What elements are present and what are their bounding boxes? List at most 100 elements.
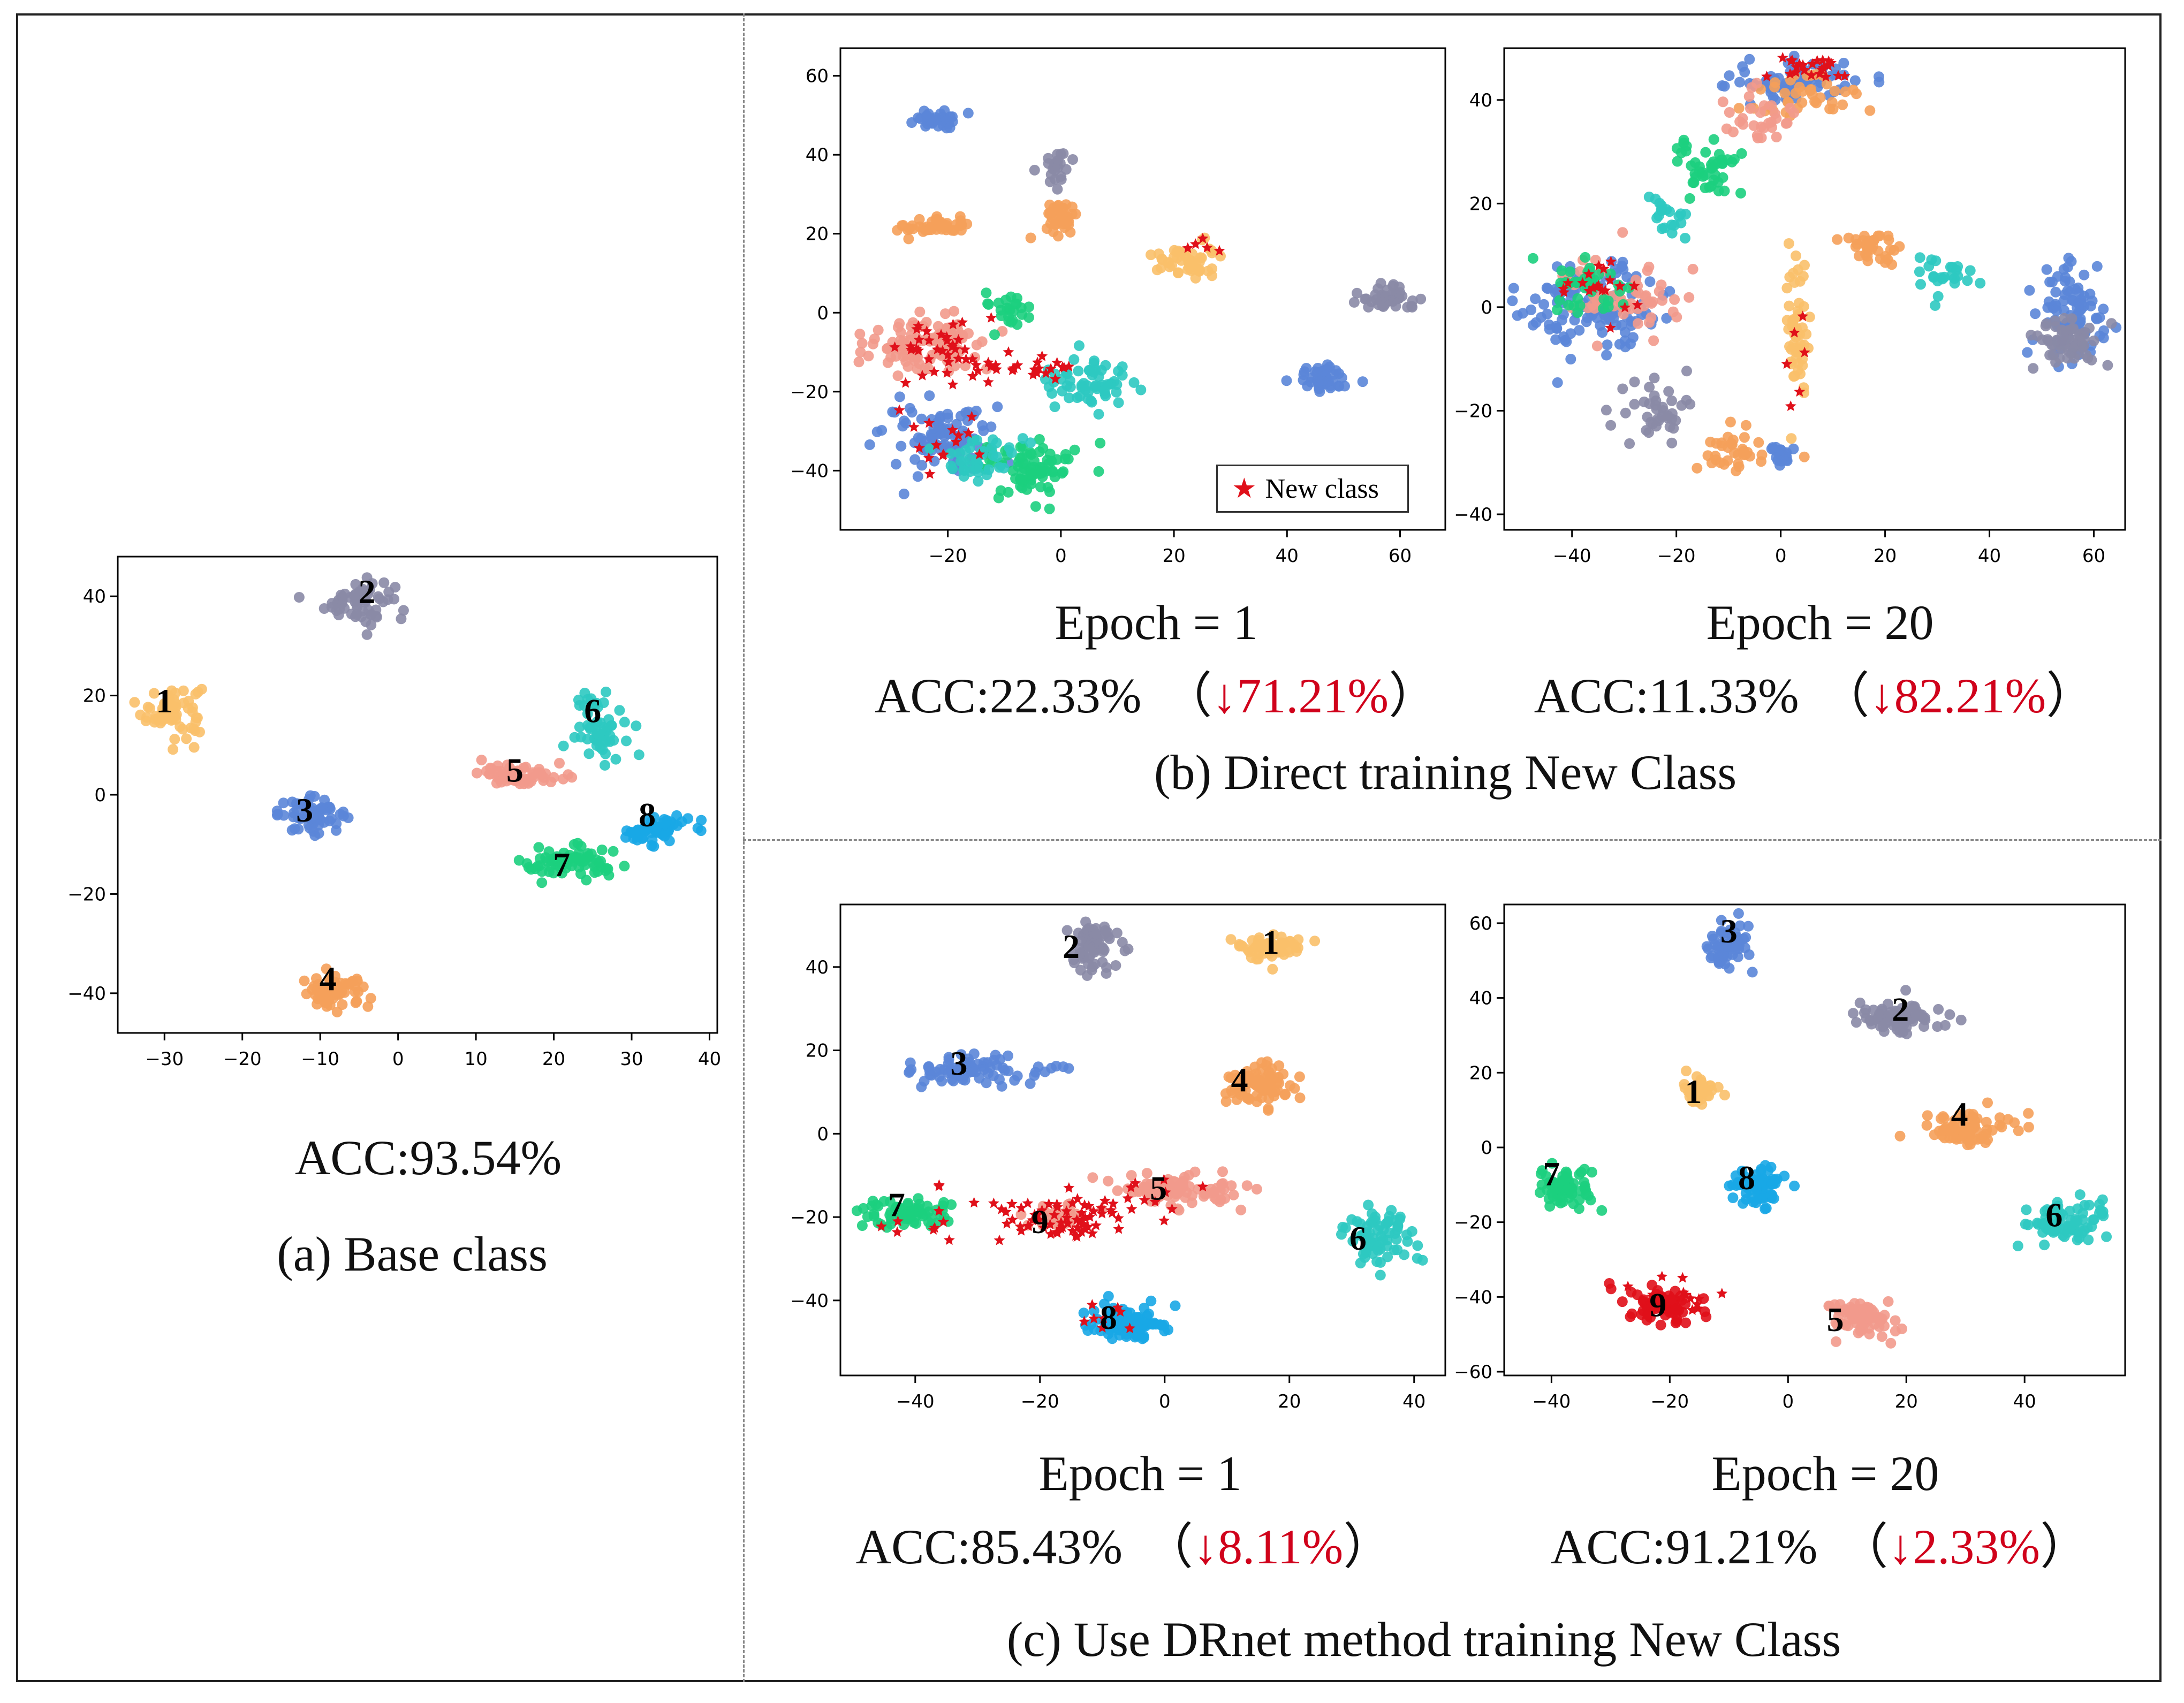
new-class-star — [1577, 277, 1588, 288]
new-class-star — [1105, 1204, 1117, 1215]
point — [1314, 386, 1325, 397]
point — [1323, 376, 1334, 387]
point — [363, 605, 374, 616]
new-class-star — [994, 1234, 1005, 1245]
y-tick-label: 20 — [1469, 193, 1492, 215]
point — [1375, 1269, 1386, 1281]
y-tick-label: −60 — [1454, 1362, 1492, 1383]
point — [1542, 308, 1553, 320]
new-class-star — [1124, 1322, 1135, 1333]
point — [1355, 1258, 1366, 1268]
point — [1995, 1112, 2005, 1123]
point — [1078, 1307, 1089, 1319]
point — [1060, 164, 1072, 175]
point — [1672, 156, 1683, 167]
new-class-star — [1087, 1227, 1098, 1238]
point — [1853, 1327, 1864, 1339]
vertical-divider — [743, 13, 745, 1682]
point — [1669, 294, 1680, 305]
new-class-star — [962, 427, 974, 438]
point — [1276, 931, 1287, 942]
point — [1146, 249, 1156, 261]
axes-frame — [1503, 903, 2126, 1377]
point — [476, 755, 487, 766]
point — [2051, 305, 2062, 316]
new-class-star — [1158, 1174, 1170, 1185]
new-class-star — [1072, 1221, 1083, 1233]
point — [2041, 264, 2052, 275]
point — [1171, 246, 1182, 257]
point — [166, 685, 177, 696]
point — [1863, 1322, 1875, 1334]
new-class-star — [1075, 1215, 1087, 1226]
point — [1684, 292, 1695, 303]
new-class-star — [1112, 1212, 1124, 1223]
point — [604, 730, 616, 741]
new-class-star — [1816, 64, 1827, 74]
point — [1360, 1244, 1371, 1255]
paren-close-b1: ） — [1389, 668, 1438, 723]
point — [1700, 147, 1711, 158]
point — [1262, 1070, 1273, 1082]
point — [1179, 249, 1190, 261]
point — [1044, 486, 1055, 497]
point — [1407, 295, 1418, 306]
point — [1049, 472, 1060, 483]
point — [1580, 1181, 1590, 1192]
point — [1060, 199, 1072, 210]
figure-frame — [16, 13, 2162, 1682]
new-class-star — [996, 1203, 1007, 1214]
point — [1602, 339, 1613, 351]
point — [1671, 143, 1682, 154]
point — [2042, 302, 2053, 313]
point — [1837, 99, 1848, 110]
point — [1317, 366, 1328, 377]
point — [903, 233, 914, 245]
point — [1566, 1188, 1578, 1199]
point — [1363, 1199, 1374, 1211]
point — [1740, 420, 1751, 431]
new-class-star — [1788, 326, 1800, 338]
point — [1624, 438, 1635, 449]
point — [1829, 86, 1840, 97]
point — [1786, 433, 1797, 444]
new-class-star — [1823, 55, 1834, 66]
point — [1110, 960, 1121, 971]
point — [520, 762, 532, 773]
point — [1733, 458, 1744, 469]
point — [365, 993, 376, 1004]
point — [1756, 449, 1768, 460]
point — [1797, 322, 1808, 333]
y-tick-label: 40 — [83, 586, 106, 607]
point — [1355, 1230, 1367, 1241]
point — [1666, 437, 1678, 448]
point — [956, 1049, 967, 1060]
point — [1894, 1130, 1906, 1142]
point — [1100, 390, 1111, 401]
new-class-star — [1052, 1201, 1063, 1212]
new-class-star — [1061, 1212, 1073, 1223]
new-class-star — [1678, 1287, 1689, 1298]
point — [1146, 1295, 1157, 1306]
point — [1112, 1185, 1123, 1196]
acc-drop-b1: ↓71.21% — [1212, 668, 1389, 723]
point — [1656, 204, 1667, 216]
point — [912, 363, 923, 375]
point — [1726, 156, 1738, 168]
paren-close-b20: ） — [2046, 668, 2096, 723]
point — [350, 592, 361, 604]
paren-open-c1: （ — [1144, 1519, 1194, 1574]
point — [696, 815, 707, 826]
scatter-plot-b-epoch20: −40 −20 0 20 40 60 −40 −20 0 20 40 — [1454, 47, 2126, 567]
point — [1642, 1309, 1654, 1320]
point — [1196, 252, 1207, 263]
point — [1069, 957, 1080, 969]
point — [164, 710, 175, 721]
point — [1095, 437, 1106, 448]
point — [631, 720, 642, 732]
epoch-b1: Epoch = 1 — [1055, 595, 1258, 650]
point — [1121, 1307, 1133, 1318]
point — [1544, 324, 1555, 335]
point — [962, 108, 974, 119]
new-class-star — [1072, 1193, 1083, 1204]
